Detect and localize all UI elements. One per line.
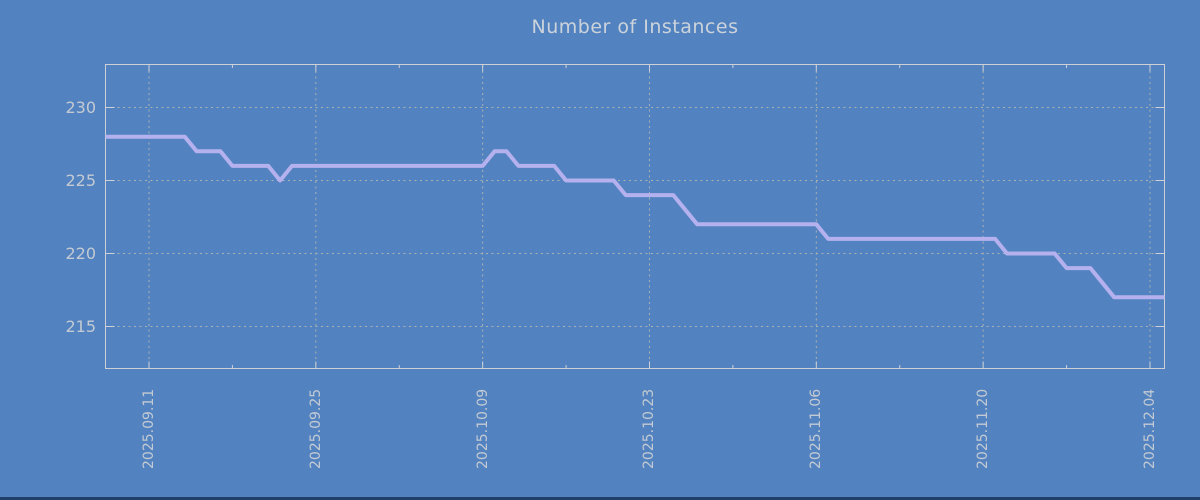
y-axis-label: 215	[65, 316, 96, 336]
x-axis-label: 2025.10.23	[641, 388, 658, 469]
y-axis-label: 230	[65, 97, 96, 117]
x-axis-label: 2025.09.11	[141, 388, 157, 469]
y-axis-label: 220	[65, 243, 96, 263]
plot-frame	[105, 64, 1165, 369]
bottom-border-strip	[0, 497, 1200, 500]
x-axis-label: 2025.09.25	[307, 388, 324, 469]
x-axis-label: 2025.11.20	[975, 388, 992, 469]
x-axis-label: 2025.11.06	[808, 388, 825, 469]
instances-line	[105, 134, 1165, 300]
x-axis-label: 2025.12.04	[1141, 388, 1158, 469]
y-axis-label: 225	[65, 170, 96, 190]
x-axis-label: 2025.10.09	[474, 388, 491, 469]
chart-title: Number of Instances	[531, 16, 739, 38]
